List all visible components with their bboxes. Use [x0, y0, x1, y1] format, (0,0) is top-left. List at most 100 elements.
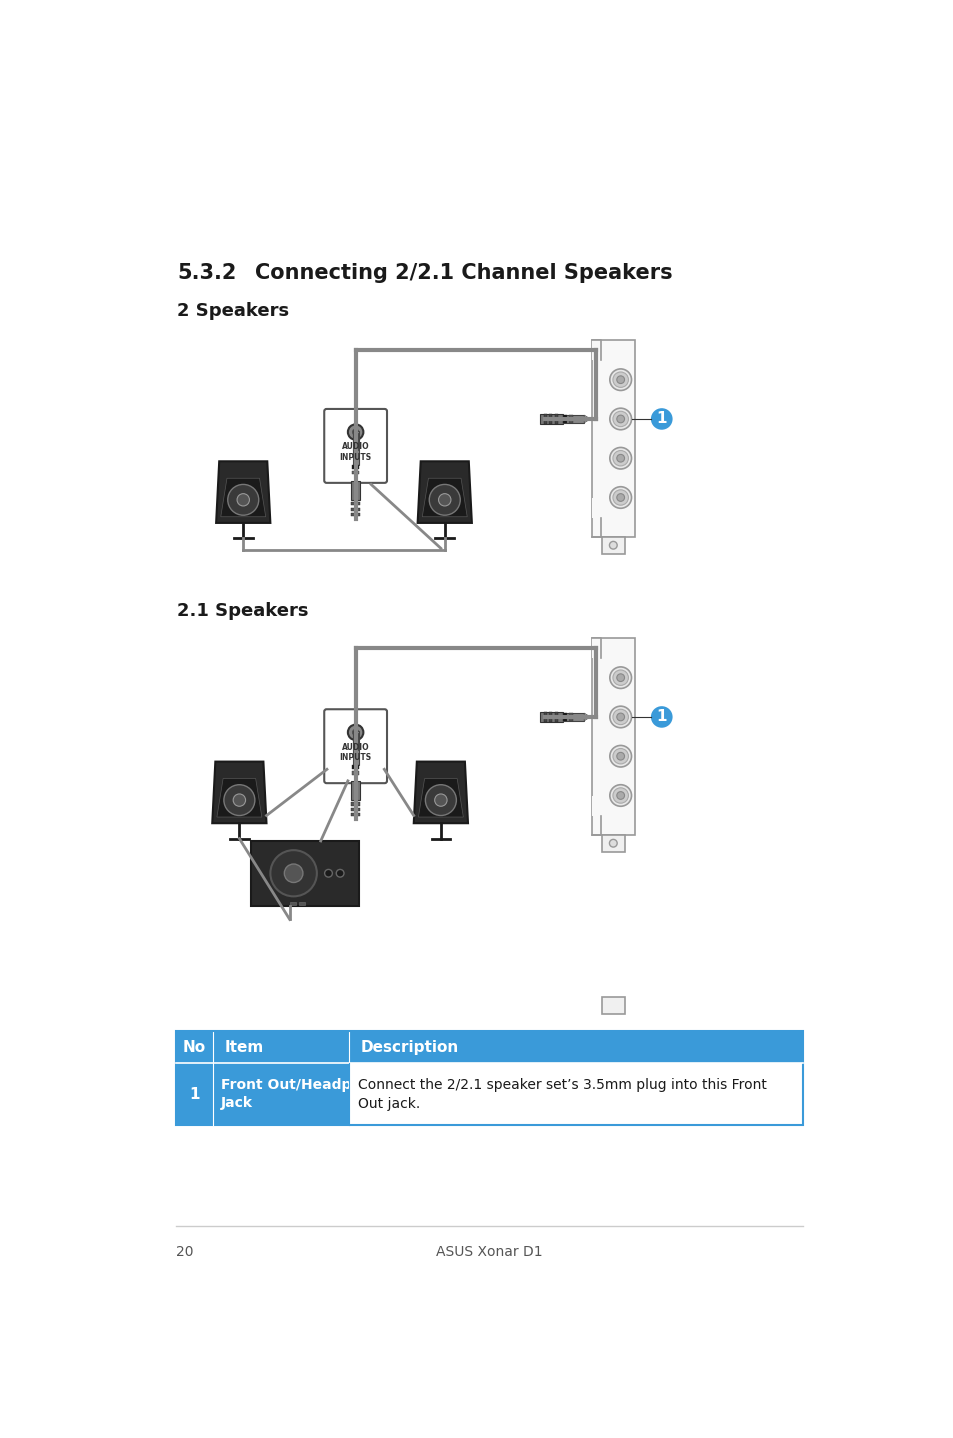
Bar — [352, 771, 359, 775]
Circle shape — [609, 745, 631, 766]
Circle shape — [612, 411, 628, 427]
Circle shape — [228, 485, 258, 515]
Text: Connect the 2/2.1 speaker set’s 3.5mm plug into this Front
Out jack.: Connect the 2/2.1 speaker set’s 3.5mm pl… — [357, 1077, 766, 1112]
Circle shape — [609, 667, 631, 689]
Circle shape — [348, 725, 363, 741]
Text: Connecting 2/2.1 Channel Speakers: Connecting 2/2.1 Channel Speakers — [254, 263, 672, 283]
Circle shape — [353, 729, 358, 735]
Bar — [562, 416, 567, 423]
Bar — [592, 341, 600, 360]
Circle shape — [650, 706, 672, 728]
Bar — [562, 713, 583, 720]
Circle shape — [425, 785, 456, 815]
Circle shape — [270, 850, 316, 896]
Bar — [175, 1031, 802, 1125]
Circle shape — [617, 375, 624, 384]
Bar — [555, 414, 558, 424]
Circle shape — [324, 870, 332, 877]
Bar — [543, 712, 546, 722]
Polygon shape — [220, 479, 266, 516]
FancyBboxPatch shape — [592, 341, 634, 536]
Bar — [353, 731, 358, 765]
Bar — [592, 797, 600, 815]
Bar — [592, 638, 600, 657]
Circle shape — [233, 794, 245, 807]
Circle shape — [609, 447, 631, 469]
Bar — [351, 502, 360, 505]
Bar — [353, 733, 357, 751]
Circle shape — [609, 840, 617, 847]
Circle shape — [609, 706, 631, 728]
Circle shape — [617, 416, 624, 423]
Bar — [539, 414, 562, 424]
Circle shape — [609, 541, 617, 549]
Circle shape — [612, 749, 628, 764]
Bar — [549, 414, 552, 424]
Bar — [175, 1064, 348, 1125]
Bar — [555, 712, 558, 722]
Polygon shape — [353, 746, 357, 751]
Bar — [351, 480, 360, 500]
Bar — [352, 765, 359, 769]
Circle shape — [617, 752, 624, 761]
Bar — [175, 1031, 802, 1064]
FancyBboxPatch shape — [324, 709, 387, 784]
Circle shape — [335, 870, 344, 877]
Circle shape — [617, 493, 624, 502]
Circle shape — [609, 408, 631, 430]
Text: AUDIO
INPUTS: AUDIO INPUTS — [339, 742, 372, 762]
Circle shape — [612, 788, 628, 804]
Circle shape — [617, 713, 624, 720]
Circle shape — [224, 785, 254, 815]
Bar — [592, 499, 600, 518]
FancyBboxPatch shape — [601, 699, 624, 716]
Text: 1: 1 — [189, 1087, 199, 1102]
Circle shape — [650, 408, 672, 430]
Bar — [562, 416, 583, 423]
Bar — [298, 902, 305, 905]
Bar — [351, 808, 360, 811]
Polygon shape — [212, 762, 266, 823]
Bar — [351, 781, 360, 800]
Text: Item: Item — [224, 1040, 264, 1055]
Circle shape — [348, 424, 363, 440]
Text: 20: 20 — [175, 1245, 193, 1260]
Text: 2.1 Speakers: 2.1 Speakers — [177, 603, 309, 620]
Circle shape — [617, 674, 624, 682]
Bar — [353, 430, 358, 464]
Text: No: No — [183, 1040, 206, 1055]
FancyBboxPatch shape — [592, 638, 634, 835]
Text: 2 Speakers: 2 Speakers — [177, 302, 289, 319]
Bar — [351, 802, 360, 805]
Text: 1: 1 — [656, 411, 666, 427]
Circle shape — [353, 429, 358, 436]
Text: Description: Description — [360, 1040, 458, 1055]
Bar — [351, 513, 360, 516]
Bar — [549, 712, 552, 722]
Bar — [352, 464, 359, 469]
Bar — [539, 712, 562, 722]
FancyBboxPatch shape — [324, 408, 387, 483]
Circle shape — [435, 794, 447, 807]
Polygon shape — [583, 416, 590, 423]
Polygon shape — [216, 778, 261, 817]
Circle shape — [609, 785, 631, 807]
Text: 1: 1 — [656, 709, 666, 725]
FancyBboxPatch shape — [251, 841, 359, 906]
Bar — [348, 1064, 802, 1125]
Circle shape — [617, 454, 624, 462]
Bar — [290, 902, 295, 905]
Bar — [352, 470, 359, 475]
Circle shape — [612, 490, 628, 505]
Bar — [568, 416, 572, 423]
Polygon shape — [417, 462, 472, 523]
Polygon shape — [216, 462, 270, 523]
Bar — [543, 414, 546, 424]
Text: AUDIO
INPUTS: AUDIO INPUTS — [339, 443, 372, 462]
Bar — [353, 433, 357, 450]
Bar — [562, 713, 567, 720]
Circle shape — [612, 670, 628, 686]
Polygon shape — [583, 713, 590, 720]
Circle shape — [236, 493, 249, 506]
Circle shape — [612, 709, 628, 725]
